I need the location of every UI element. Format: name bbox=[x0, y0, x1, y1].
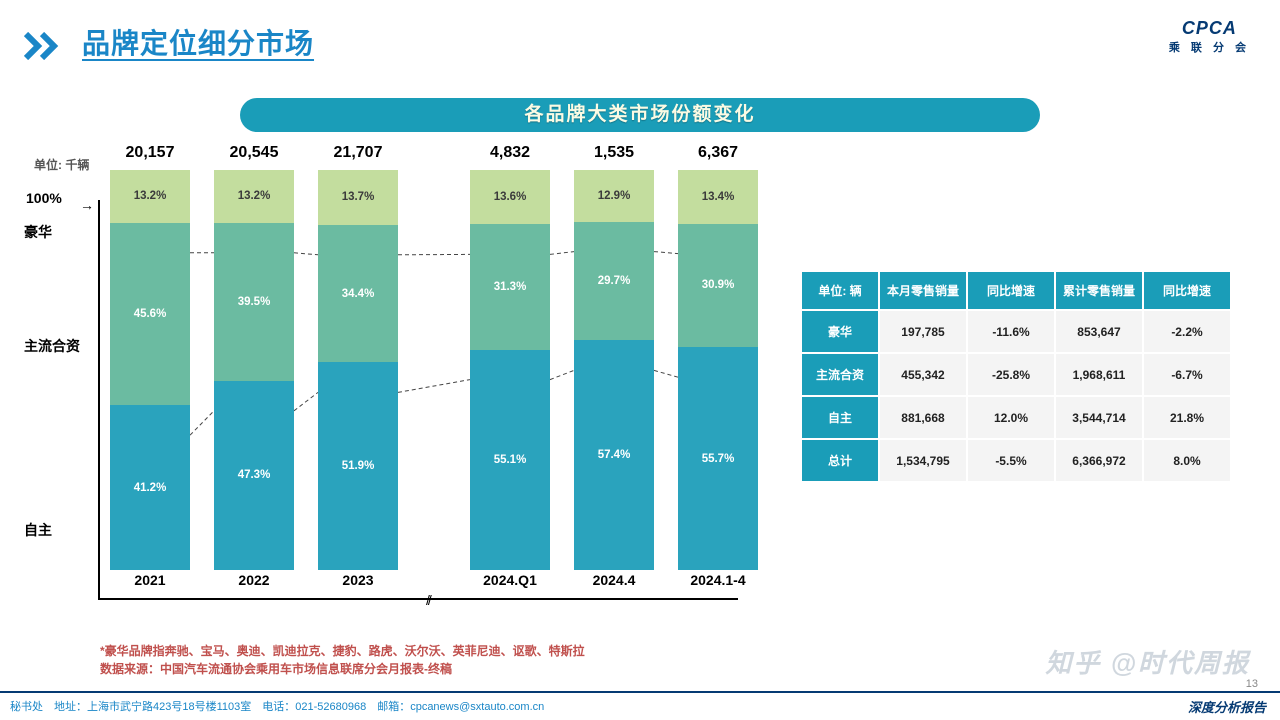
x-axis-label: 2024.4 bbox=[574, 572, 654, 588]
table-header-row: 单位: 辆 本月零售销量 同比增速 累计零售销量 同比增速 bbox=[801, 271, 1231, 310]
table-row: 豪华197,785-11.6%853,647-2.2% bbox=[801, 310, 1231, 353]
cell: 1,534,795 bbox=[879, 439, 967, 482]
bar-segment: 41.2% bbox=[110, 405, 190, 570]
yaxis-arrow-icon: → bbox=[80, 197, 94, 213]
chart-unit: 单位: 千辆 bbox=[34, 156, 89, 173]
bar-segment: 55.1% bbox=[470, 350, 550, 570]
bar-segment: 13.4% bbox=[678, 170, 758, 224]
bar-total: 20,545 bbox=[214, 144, 294, 162]
cell: -25.8% bbox=[967, 353, 1055, 396]
table-unit-header: 单位: 辆 bbox=[801, 271, 879, 310]
bar-segment: 51.9% bbox=[318, 362, 398, 570]
bar-segment: 30.9% bbox=[678, 224, 758, 348]
bar-total: 1,535 bbox=[574, 144, 654, 162]
row-label: 豪华 bbox=[801, 310, 879, 353]
bar-segment: 13.2% bbox=[214, 170, 294, 223]
bar-segment: 47.3% bbox=[214, 381, 294, 570]
footer-contact: 秘书处 地址：上海市武宁路423号18号楼1103室 电话：021-526809… bbox=[10, 698, 544, 714]
row-label: 自主 bbox=[801, 396, 879, 439]
footnote-source: 数据来源：中国汽车流通协会乘用车市场信息联席分会月报表-终稿 bbox=[100, 660, 452, 677]
logo-subtext: 乘 联 分 会 bbox=[1169, 39, 1250, 55]
table-row: 总计1,534,795-5.5%6,366,9728.0% bbox=[801, 439, 1231, 482]
bar-column: 13.4%30.9%55.7%6,367 bbox=[678, 170, 758, 570]
category-label-jv: 主流合资 bbox=[24, 336, 80, 356]
cell: -5.5% bbox=[967, 439, 1055, 482]
bar-total: 20,157 bbox=[110, 144, 190, 162]
x-axis-label: 2023 bbox=[318, 572, 398, 588]
row-label: 总计 bbox=[801, 439, 879, 482]
x-axis-label: 2024.1-4 bbox=[678, 572, 758, 588]
bar-segment: 13.7% bbox=[318, 170, 398, 225]
bar-segment: 55.7% bbox=[678, 347, 758, 570]
header-chevrons-icon bbox=[24, 32, 70, 60]
table-row: 自主881,66812.0%3,544,71421.8% bbox=[801, 396, 1231, 439]
subtitle-pill: 各品牌大类市场份额变化 bbox=[240, 98, 1040, 132]
bar-segment: 31.3% bbox=[470, 224, 550, 349]
col-h1: 本月零售销量 bbox=[879, 271, 967, 310]
cell: 6,366,972 bbox=[1055, 439, 1143, 482]
cell: -11.6% bbox=[967, 310, 1055, 353]
bar-segment: 29.7% bbox=[574, 222, 654, 341]
page-title: 品牌定位细分市场 bbox=[82, 22, 314, 62]
bar-total: 21,707 bbox=[318, 144, 398, 162]
x-axis-label: 2021 bbox=[110, 572, 190, 588]
cell: 455,342 bbox=[879, 353, 967, 396]
watermark: 知乎 @时代周报 bbox=[1045, 643, 1250, 680]
bar-segment: 39.5% bbox=[214, 223, 294, 381]
cell: 21.8% bbox=[1143, 396, 1231, 439]
col-h2: 同比增速 bbox=[967, 271, 1055, 310]
bar-segment: 45.6% bbox=[110, 223, 190, 405]
bar-segment: 57.4% bbox=[574, 340, 654, 570]
cell: 3,544,714 bbox=[1055, 396, 1143, 439]
footer-divider bbox=[0, 690, 1280, 694]
cell: 1,968,611 bbox=[1055, 353, 1143, 396]
bar-column: 13.6%31.3%55.1%4,832 bbox=[470, 170, 550, 570]
footer-report-label: 深度分析报告 bbox=[1188, 697, 1266, 716]
bar-segment: 34.4% bbox=[318, 225, 398, 363]
bar-total: 6,367 bbox=[678, 144, 758, 162]
bar-segment: 13.2% bbox=[110, 170, 190, 223]
category-label-own: 自主 bbox=[24, 520, 52, 540]
footnote-luxury-def: *豪华品牌指奔驰、宝马、奥迪、凯迪拉克、捷豹、路虎、沃尔沃、英菲尼迪、讴歌、特斯… bbox=[100, 642, 585, 659]
bar-column: 13.2%39.5%47.3%20,545 bbox=[214, 170, 294, 570]
cell: 853,647 bbox=[1055, 310, 1143, 353]
cell: -2.2% bbox=[1143, 310, 1231, 353]
col-h4: 同比增速 bbox=[1143, 271, 1231, 310]
cell: 881,668 bbox=[879, 396, 967, 439]
slide-root: 品牌定位细分市场 CPCA 乘 联 分 会 各品牌大类市场份额变化 单位: 千辆… bbox=[0, 0, 1280, 720]
bar-segment: 13.6% bbox=[470, 170, 550, 224]
cell: 12.0% bbox=[967, 396, 1055, 439]
bar-column: 13.7%34.4%51.9%21,707 bbox=[318, 170, 398, 570]
row-label: 主流合资 bbox=[801, 353, 879, 396]
stacked-bar-chart: 13.2%45.6%41.2%20,157 13.2%39.5%47.3%20,5… bbox=[98, 170, 738, 620]
category-label-luxury: 豪华 bbox=[24, 222, 52, 242]
yaxis-label: 100% bbox=[26, 190, 62, 206]
bar-column: 13.2%45.6%41.2%20,157 bbox=[110, 170, 190, 570]
bar-segment: 12.9% bbox=[574, 170, 654, 222]
bar-column: 12.9%29.7%57.4%1,535 bbox=[574, 170, 654, 570]
logo-text: CPCA bbox=[1169, 18, 1250, 39]
x-axis-label: 2022 bbox=[214, 572, 294, 588]
bar-total: 4,832 bbox=[470, 144, 550, 162]
bars-container: 13.2%45.6%41.2%20,157 13.2%39.5%47.3%20,5… bbox=[98, 170, 738, 570]
cell: 8.0% bbox=[1143, 439, 1231, 482]
table-row: 主流合资455,342-25.8%1,968,611-6.7% bbox=[801, 353, 1231, 396]
axis-break-icon: // bbox=[426, 592, 430, 608]
x-axis-label: 2024.Q1 bbox=[470, 572, 550, 588]
col-h3: 累计零售销量 bbox=[1055, 271, 1143, 310]
summary-table: 单位: 辆 本月零售销量 同比增速 累计零售销量 同比增速 豪华197,785-… bbox=[800, 270, 1232, 483]
cpca-logo: CPCA 乘 联 分 会 bbox=[1169, 18, 1250, 55]
cell: -6.7% bbox=[1143, 353, 1231, 396]
cell: 197,785 bbox=[879, 310, 967, 353]
